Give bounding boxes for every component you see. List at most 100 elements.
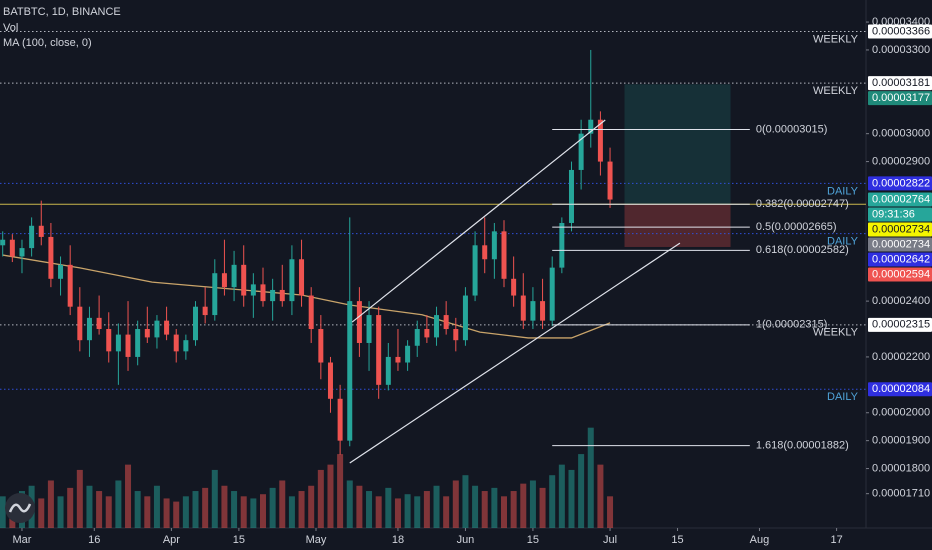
volume-bar <box>481 491 488 528</box>
volume-bar <box>346 480 353 528</box>
volume-bar <box>221 485 228 528</box>
volume-bar <box>597 464 604 528</box>
candle-body <box>501 231 507 279</box>
volume-bar <box>76 469 83 528</box>
fib-label: 0.618(0.00002582) <box>756 244 849 256</box>
volume-bar <box>163 498 170 528</box>
symbol-title: BATBTC, 1D, BINANCE <box>3 6 121 18</box>
y-tick-label: 0.00001800 <box>872 462 930 474</box>
candle-body <box>77 306 83 341</box>
price-tag-label: 0.00002734 <box>872 238 930 250</box>
candle-body <box>183 340 189 352</box>
candle-body <box>289 259 295 302</box>
volume-bar <box>568 469 575 528</box>
x-tick-label: 17 <box>830 534 842 546</box>
candle-body <box>395 356 401 363</box>
candle-body <box>511 278 517 296</box>
candle-body <box>559 222 565 268</box>
candle-body <box>578 133 584 170</box>
price-tag <box>868 91 932 106</box>
candle-body <box>125 334 131 357</box>
candle-body <box>530 301 536 321</box>
volume-bar <box>491 487 498 528</box>
volume-bar <box>366 491 373 528</box>
volume-bar <box>501 496 508 528</box>
volume-bar <box>327 464 334 528</box>
volume-bar <box>144 496 151 528</box>
candle-body <box>568 169 574 223</box>
volume-bar <box>259 494 266 528</box>
price-tag <box>868 237 932 252</box>
candle-body <box>520 295 526 321</box>
candle-body <box>135 329 141 357</box>
volume-bar <box>472 485 479 528</box>
candle-body <box>597 119 603 162</box>
level-label: WEEKLY <box>813 85 859 97</box>
candle-body <box>212 273 218 316</box>
fib-label: 1(0.00002315) <box>756 319 828 331</box>
candle-body <box>67 264 73 307</box>
volume-bar <box>337 454 344 528</box>
y-tick-label: 0.00002000 <box>872 407 930 419</box>
candle-body <box>385 356 391 385</box>
price-tag-label: 0.00003181 <box>872 77 930 89</box>
volume-bar <box>443 496 450 528</box>
ma-legend: MA (100, close, 0) <box>3 37 92 49</box>
volume-bar <box>578 454 585 528</box>
trend-line <box>349 242 681 464</box>
x-tick-label: 16 <box>88 534 100 546</box>
candle-body <box>221 273 227 288</box>
candle-body <box>318 329 324 363</box>
volume-bar <box>375 496 382 528</box>
candle-body <box>482 245 488 260</box>
volume-bar <box>308 485 315 528</box>
price-tag <box>868 176 932 191</box>
volume-bar <box>298 491 305 528</box>
candle-body <box>366 315 372 343</box>
y-tick-label: 0.00002200 <box>872 351 930 363</box>
candle-body <box>607 161 613 200</box>
volume-bar <box>394 498 401 528</box>
level-label: WEEKLY <box>813 327 859 339</box>
candle-body <box>308 295 314 330</box>
candle-body <box>154 320 160 338</box>
candle-body <box>588 119 594 134</box>
price-tag <box>868 317 932 332</box>
candle-body <box>38 225 44 237</box>
candle-body <box>173 334 179 352</box>
candle-body <box>202 306 208 316</box>
price-tag-label: 0.00002822 <box>872 177 930 189</box>
candle-body <box>144 329 150 338</box>
candle-body <box>96 317 102 330</box>
volume-bar <box>115 480 122 528</box>
volume-bar <box>96 491 103 528</box>
logo-wave <box>8 503 32 513</box>
price-tag-label: 0.00002734 <box>872 223 930 235</box>
x-tick-label: 15 <box>671 534 683 546</box>
volume-bar <box>385 487 392 528</box>
x-tick-label: 15 <box>527 534 539 546</box>
x-tick-label: Aug <box>750 534 770 546</box>
price-tag <box>868 24 932 39</box>
volume-bar <box>558 464 565 528</box>
volume-bar <box>414 496 421 528</box>
volume-bar <box>587 427 594 528</box>
volume-bar <box>423 491 430 528</box>
price-tag <box>868 382 932 397</box>
x-tick-label: 15 <box>233 534 245 546</box>
volume-bar <box>404 494 411 528</box>
y-tick-label: 0.00002900 <box>872 155 930 167</box>
level-label: DAILY <box>827 391 859 403</box>
volume-bar <box>529 480 536 528</box>
x-tick-label: Mar <box>13 534 32 546</box>
candle-body <box>279 289 285 302</box>
price-tag <box>868 192 932 207</box>
volume-bar <box>452 480 459 528</box>
volume-bar <box>250 498 257 528</box>
y-tick-label: 0.00003300 <box>872 44 930 56</box>
candle-body <box>540 301 546 321</box>
volume-bar <box>279 480 286 528</box>
candle-body <box>405 345 411 363</box>
candle-body <box>327 362 333 399</box>
volume-legend: Vol <box>3 22 18 34</box>
